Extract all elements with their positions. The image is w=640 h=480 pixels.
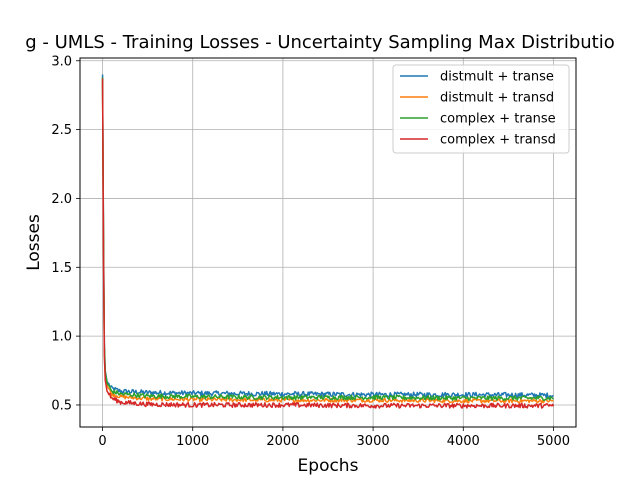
series-line — [101, 81, 554, 404]
y-tick-label: 3.0 — [51, 54, 72, 69]
x-tick-label: 4000 — [447, 434, 480, 449]
x-tick-label: 2000 — [266, 434, 299, 449]
y-tick-label: 2.0 — [51, 192, 72, 207]
legend-label: complex + transe — [440, 112, 556, 127]
plot-frame — [79, 57, 577, 428]
y-tick-label: 1.0 — [51, 330, 72, 345]
y-tick-label: 0.5 — [51, 398, 72, 413]
x-tick-label: 5000 — [537, 434, 570, 449]
x-tick-label: 3000 — [357, 434, 390, 449]
legend-box — [392, 64, 570, 154]
legend-label: complex + transd — [440, 133, 556, 148]
x-tick-label: 1000 — [176, 434, 209, 449]
legend: distmult + transe distmult + transd comple… — [392, 64, 570, 154]
series-lines — [101, 74, 555, 409]
x-axis-label: Epochs — [298, 456, 359, 476]
chart-title: g - UMLS - Training Losses - Uncertainty… — [25, 32, 614, 53]
series-line — [101, 78, 555, 409]
y-tick-label: 2.5 — [51, 123, 72, 138]
series-line — [101, 77, 555, 402]
legend-label: distmult + transd — [440, 91, 554, 106]
y-axis-label: Losses — [24, 214, 44, 271]
x-tick-label: 0 — [98, 434, 106, 449]
y-tick-label: 1.5 — [51, 261, 72, 276]
legend-label: distmult + transe — [440, 70, 554, 85]
axis-ticks: 0 1000 2000 3000 4000 5000 0.5 1.0 1.5 2.0 2.5 3.0 — [51, 54, 570, 449]
